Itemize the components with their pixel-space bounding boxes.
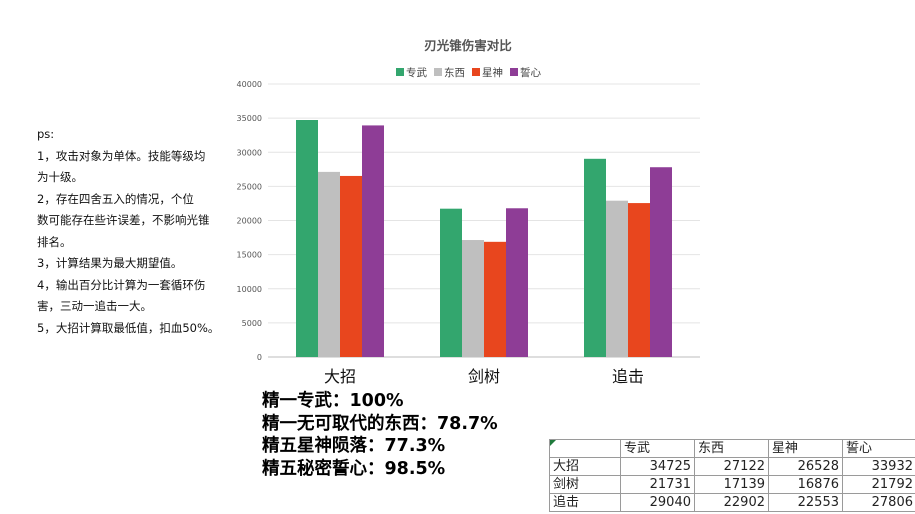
bar-东西-追击 bbox=[606, 200, 628, 357]
note-line: 为十级。 bbox=[37, 170, 83, 184]
sheet-header-row: 专武 东西 星神 誓心 bbox=[549, 439, 915, 458]
sheet-cell[interactable]: 21731 bbox=[620, 475, 695, 494]
bar-誓心-大招 bbox=[362, 125, 384, 358]
sheet-cell[interactable]: 22902 bbox=[694, 493, 769, 512]
notes-title: ps: bbox=[37, 127, 55, 141]
sheet-header-cell[interactable]: 誓心 bbox=[842, 439, 915, 458]
note-line: 数可能存在些许误差，不影响光锥 bbox=[37, 213, 210, 227]
y-tick-label: 15000 bbox=[237, 251, 262, 260]
legend-label: 东西 bbox=[444, 66, 465, 79]
bar-专武-追击 bbox=[584, 158, 606, 357]
chart-bars bbox=[296, 120, 672, 358]
note-line: 1，攻击对象为单体。技能等级均 bbox=[37, 148, 206, 163]
note-line: 5，大招计算取最低值，扣血50%。 bbox=[37, 320, 220, 335]
conclusion-line: 精一专武：100% bbox=[262, 391, 404, 411]
notes-panel: ps: 1，攻击对象为单体。技能等级均 为十级。 2，存在四舍五入的情况，个位 … bbox=[37, 124, 222, 339]
sheet-cell[interactable]: 29040 bbox=[620, 493, 695, 512]
sheet-row-label[interactable]: 剑树 bbox=[549, 475, 621, 494]
conclusions: 精一专武：100% 精一无可取代的东西：78.7% 精五星神陨落：77.3% 精… bbox=[262, 390, 498, 480]
sheet-corner-cell[interactable] bbox=[549, 439, 621, 458]
bar-星神-大招 bbox=[340, 175, 362, 357]
y-tick-label: 35000 bbox=[237, 114, 262, 123]
chart-title: 刃光锥伤害对比 bbox=[424, 38, 512, 53]
conclusion-line: 精五星神陨落：77.3% bbox=[262, 436, 446, 456]
legend-label: 专武 bbox=[406, 66, 427, 79]
sheet-cell[interactable]: 34725 bbox=[620, 457, 695, 476]
legend-label: 星神 bbox=[482, 66, 503, 79]
sheet-cell[interactable]: 16876 bbox=[768, 475, 843, 494]
y-tick-label: 40000 bbox=[237, 80, 262, 89]
data-sheet: 专武 东西 星神 誓心 大招 34725 27122 26528 33932 剑… bbox=[549, 439, 915, 512]
legend-swatch bbox=[472, 68, 480, 76]
sheet-header-cell[interactable]: 专武 bbox=[620, 439, 695, 458]
legend-swatch bbox=[434, 68, 442, 76]
y-axis-ticks: 0 5000 10000 15000 20000 25000 30000 35000 40000 bbox=[237, 80, 262, 362]
bar-东西-大招 bbox=[318, 171, 340, 357]
note-line: 3，计算结果为最大期望值。 bbox=[37, 256, 183, 270]
bar-东西-剑树 bbox=[462, 240, 484, 357]
legend-swatch bbox=[396, 68, 404, 76]
note-line: 害，三动一追击一大。 bbox=[37, 299, 152, 313]
y-tick-label: 30000 bbox=[237, 148, 262, 157]
y-tick-label: 5000 bbox=[242, 319, 262, 328]
conclusion-line: 精一无可取代的东西：78.7% bbox=[262, 413, 498, 434]
bar-誓心-剑树 bbox=[506, 208, 528, 357]
sheet-cell[interactable]: 27806 bbox=[842, 493, 915, 512]
legend-label: 誓心 bbox=[520, 66, 541, 79]
sheet-row: 大招 34725 27122 26528 33932 bbox=[549, 457, 915, 476]
legend-swatch bbox=[510, 68, 518, 76]
sheet-cell[interactable]: 22553 bbox=[768, 493, 843, 512]
sheet-row: 剑树 21731 17139 16876 21792 bbox=[549, 475, 915, 494]
y-tick-label: 10000 bbox=[237, 285, 262, 294]
sheet-cell[interactable]: 26528 bbox=[768, 457, 843, 476]
bar-专武-大招 bbox=[296, 120, 318, 357]
sheet-cell[interactable]: 27122 bbox=[694, 457, 769, 476]
y-tick-label: 20000 bbox=[237, 217, 262, 226]
x-tick-label: 剑树 bbox=[468, 367, 500, 386]
sheet-row-label[interactable]: 大招 bbox=[549, 457, 621, 476]
sheet-cell[interactable]: 33932 bbox=[842, 457, 915, 476]
sheet-header-cell[interactable]: 星神 bbox=[768, 439, 843, 458]
sheet-cell[interactable]: 21792 bbox=[842, 475, 915, 494]
bar-星神-追击 bbox=[628, 203, 650, 357]
conclusion-line: 精五秘密誓心：98.5% bbox=[262, 458, 446, 479]
bar-誓心-追击 bbox=[650, 167, 672, 357]
note-line: 排名。 bbox=[37, 234, 72, 249]
sheet-header-cell[interactable]: 东西 bbox=[694, 439, 769, 458]
note-line: 4，输出百分比计算为一套循环伤 bbox=[37, 277, 206, 292]
x-tick-label: 追击 bbox=[612, 367, 644, 386]
x-axis-labels: 大招 剑树 追击 bbox=[324, 367, 644, 386]
sheet-cell[interactable]: 17139 bbox=[694, 475, 769, 494]
y-tick-label: 25000 bbox=[237, 182, 262, 191]
sheet-row-label[interactable]: 追击 bbox=[549, 493, 621, 512]
y-tick-label: 0 bbox=[257, 353, 262, 362]
x-tick-label: 大招 bbox=[324, 367, 356, 386]
sheet-row: 追击 29040 22902 22553 27806 bbox=[549, 493, 915, 512]
bar-专武-剑树 bbox=[440, 208, 462, 357]
note-line: 2，存在四舍五入的情况，个位 bbox=[37, 191, 194, 206]
bar-星神-剑树 bbox=[484, 241, 506, 357]
chart-legend: 专武 东西 星神 誓心 bbox=[396, 66, 541, 79]
